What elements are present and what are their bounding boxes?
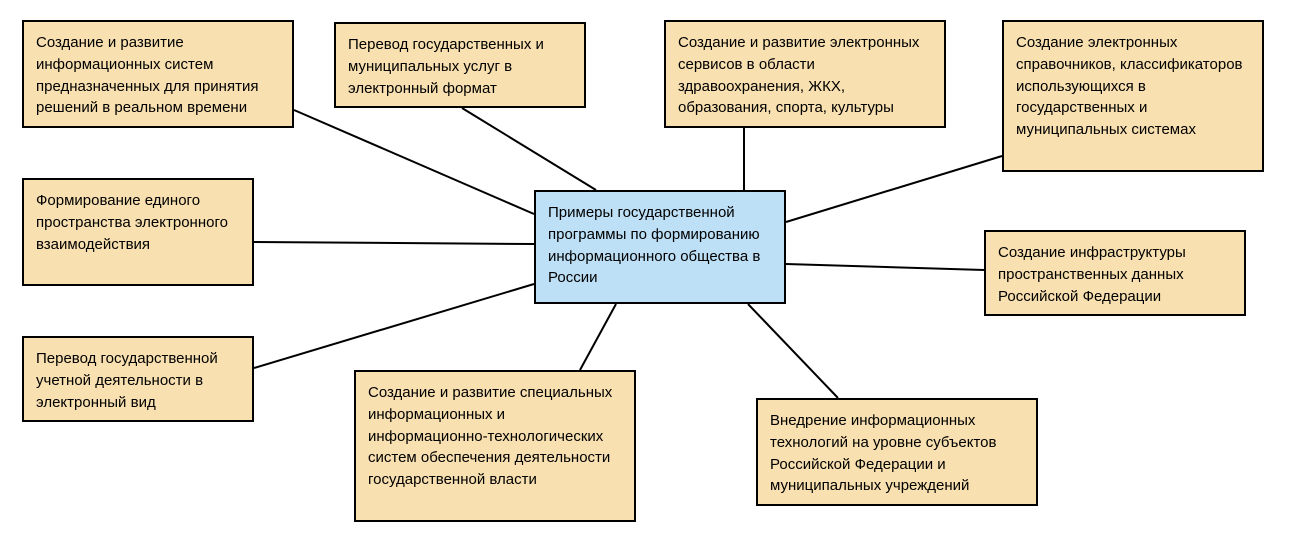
- leaf-node-9: Внедрение информационных технологий на у…: [756, 398, 1038, 506]
- leaf-node-2: Перевод государственных и муниципальных …: [334, 22, 586, 108]
- leaf-node-1: Создание и развитие информационных систе…: [22, 20, 294, 128]
- leaf-node-4: Создание электронных справочников, класс…: [1002, 20, 1264, 172]
- diagram-canvas: Примеры государственной программы по фор…: [0, 0, 1289, 541]
- center-node: Примеры государственной программы по фор…: [534, 190, 786, 304]
- leaf-node-6: Создание инфраструктуры пространственных…: [984, 230, 1246, 316]
- leaf-node-5: Формирование единого пространства электр…: [22, 178, 254, 286]
- leaf-node-7: Перевод государственной учетной деятельн…: [22, 336, 254, 422]
- leaf-node-8: Создание и развитие специальных информац…: [354, 370, 636, 522]
- leaf-node-3: Создание и развитие электронных сервисов…: [664, 20, 946, 128]
